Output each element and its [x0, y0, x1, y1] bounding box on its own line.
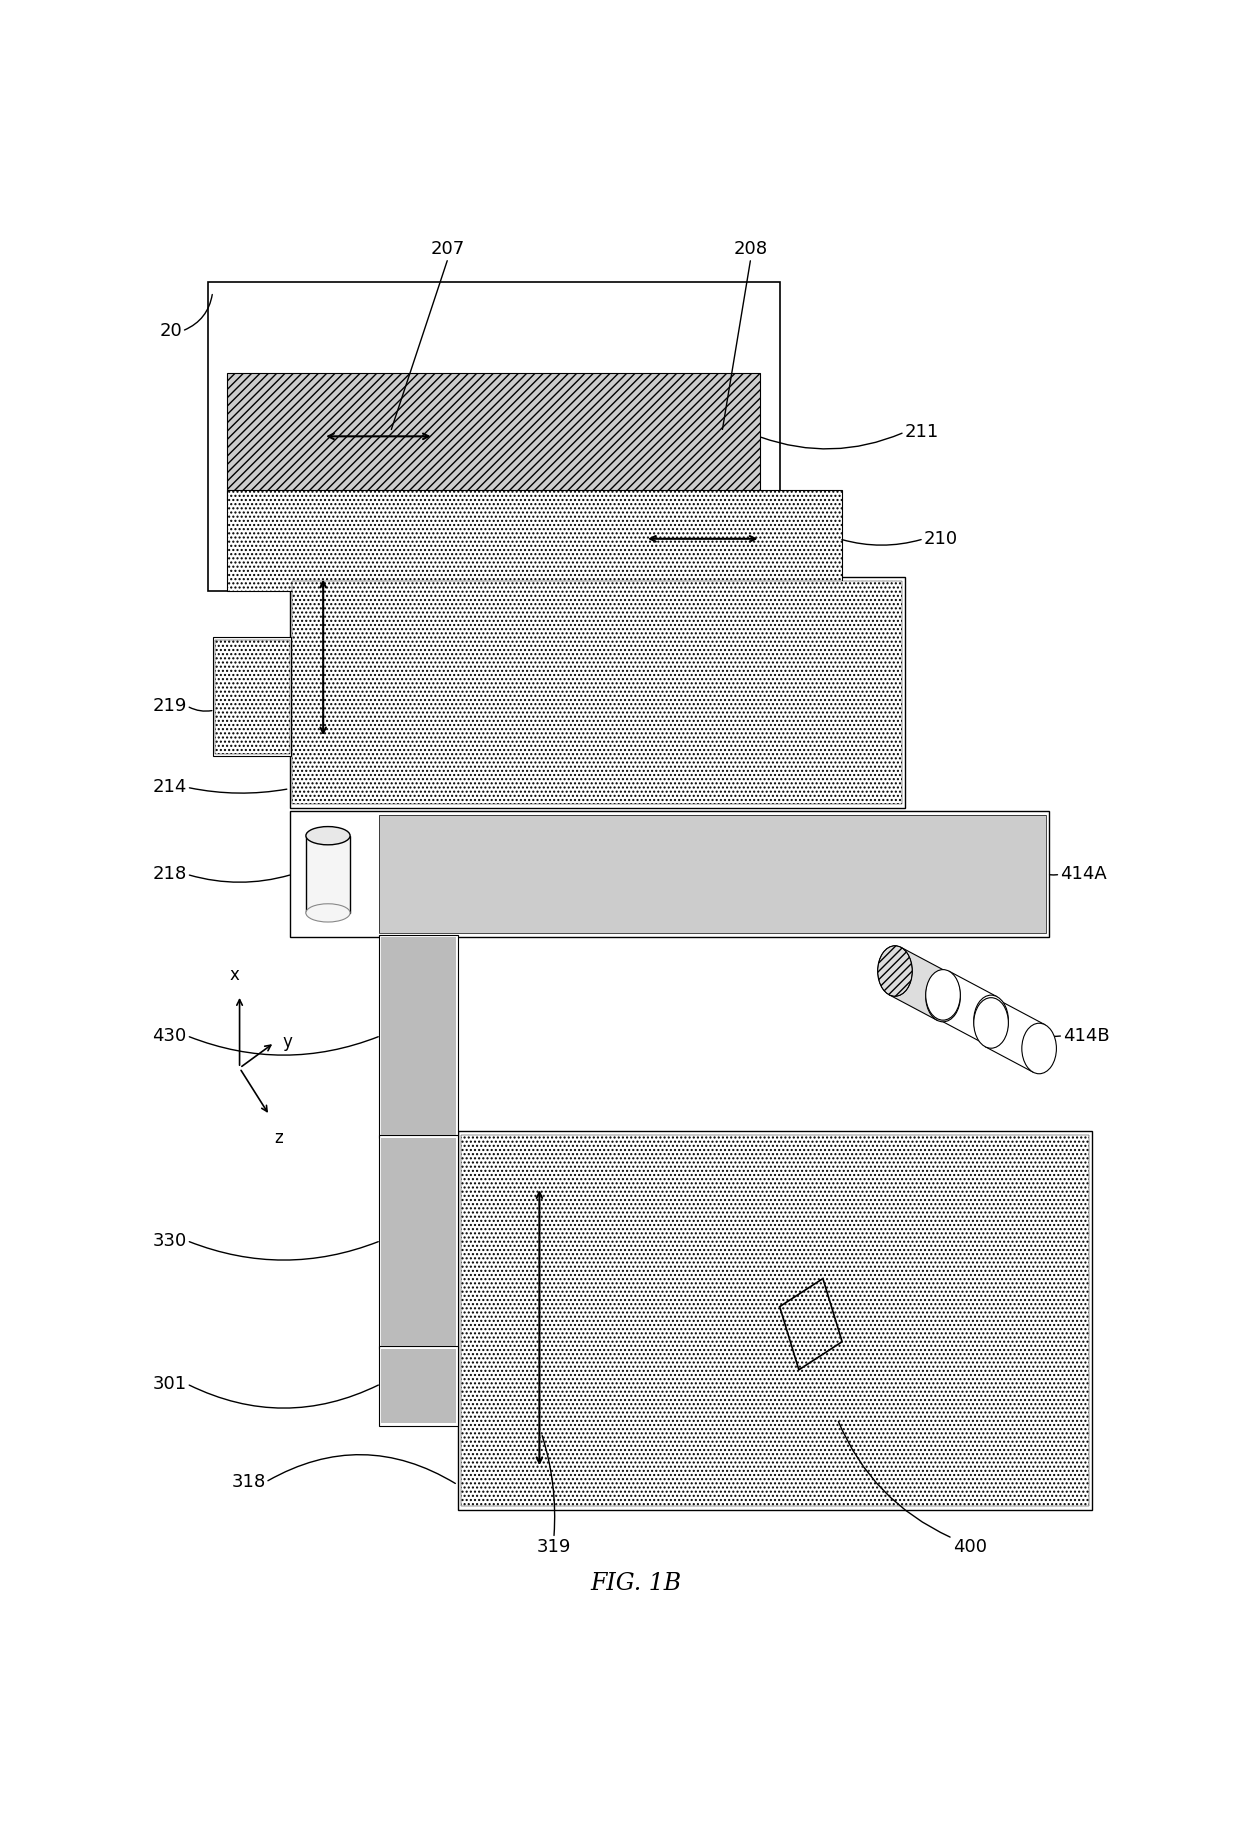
Ellipse shape — [306, 826, 350, 844]
Text: 219: 219 — [153, 696, 187, 715]
Text: 214: 214 — [153, 778, 187, 797]
Text: z: z — [274, 1130, 283, 1147]
Text: 318: 318 — [232, 1473, 265, 1491]
Bar — [208, 283, 780, 591]
Bar — [379, 815, 1045, 933]
Bar — [290, 576, 904, 808]
Ellipse shape — [926, 970, 960, 1021]
Polygon shape — [985, 999, 1045, 1072]
Bar — [460, 1136, 1089, 1506]
Bar — [379, 815, 1045, 933]
Bar — [458, 1130, 1092, 1509]
Ellipse shape — [973, 997, 1008, 1048]
Text: 210: 210 — [924, 530, 959, 547]
Bar — [290, 811, 1049, 937]
Text: y: y — [283, 1034, 293, 1052]
Ellipse shape — [878, 946, 913, 997]
Text: 20: 20 — [159, 323, 182, 341]
Ellipse shape — [926, 972, 960, 1023]
Text: 400: 400 — [952, 1539, 987, 1557]
Bar — [306, 835, 350, 913]
Bar — [293, 815, 379, 933]
Bar — [379, 1136, 458, 1349]
Bar — [227, 374, 760, 500]
Bar — [381, 1349, 456, 1424]
Bar — [379, 1345, 458, 1426]
Bar — [381, 937, 456, 1136]
Ellipse shape — [306, 904, 350, 922]
Text: x: x — [229, 966, 239, 984]
Polygon shape — [937, 972, 997, 1045]
Polygon shape — [889, 948, 949, 1021]
Ellipse shape — [973, 995, 1008, 1046]
Text: 414A: 414A — [1060, 866, 1107, 884]
Text: 319: 319 — [537, 1539, 570, 1557]
Text: 330: 330 — [153, 1232, 187, 1249]
Text: 207: 207 — [432, 241, 465, 259]
Bar — [227, 490, 842, 591]
Text: 414B: 414B — [1063, 1026, 1110, 1045]
Text: 211: 211 — [905, 423, 939, 441]
Text: 430: 430 — [153, 1026, 187, 1045]
Text: FIG. 1B: FIG. 1B — [590, 1571, 681, 1595]
Bar — [381, 1138, 456, 1345]
Bar — [213, 636, 291, 757]
Text: 301: 301 — [153, 1375, 187, 1393]
Bar — [379, 935, 458, 1138]
Bar — [215, 640, 290, 753]
Text: 218: 218 — [153, 866, 187, 884]
Bar — [293, 582, 901, 804]
Text: 208: 208 — [734, 241, 768, 259]
Ellipse shape — [1022, 1023, 1056, 1074]
